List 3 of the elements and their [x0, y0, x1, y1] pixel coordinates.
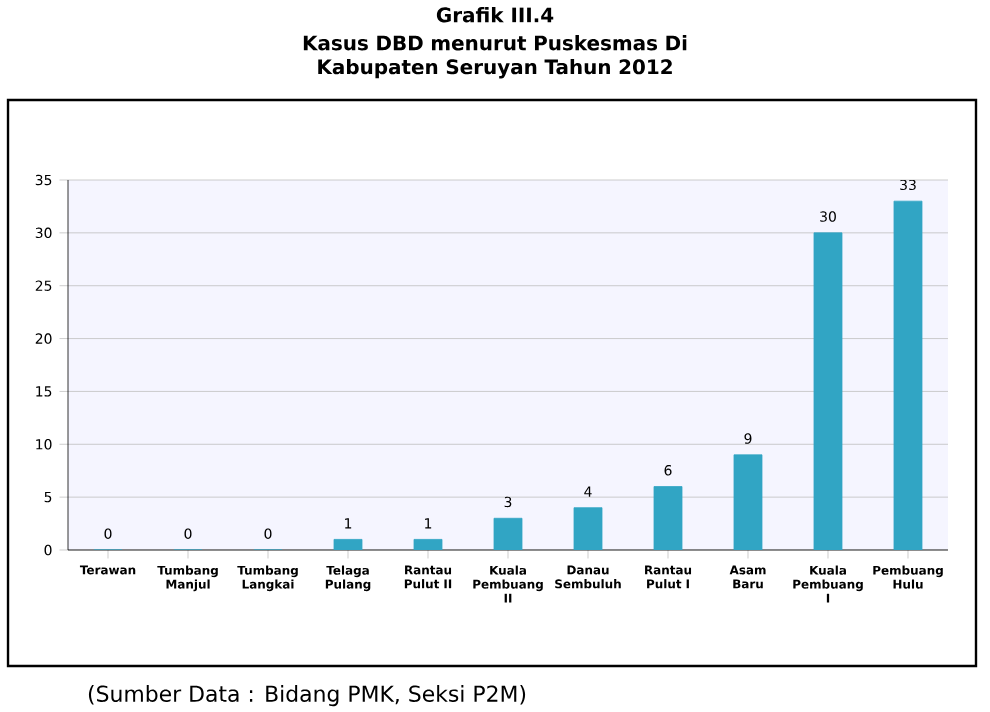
chart-title: Grafik III.4 — [436, 6, 554, 23]
chart-subtitle: Kasus DBD menurut Puskesmas Di Kabupaten Seruyan Tahun 2012 — [303, 34, 687, 78]
text: (Sumber Data : Bidang PMK, Seksi P2M) — [88, 684, 526, 706]
